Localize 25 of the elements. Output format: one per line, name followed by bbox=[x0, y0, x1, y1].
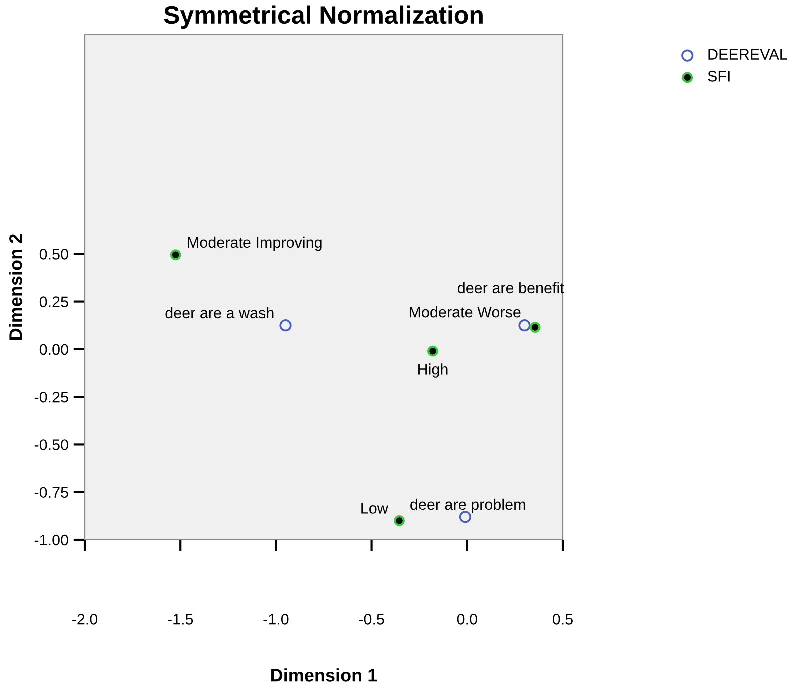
annotation: deer are problem bbox=[410, 498, 526, 514]
x-tick-label: 0.0 bbox=[457, 614, 478, 625]
y-tick-label: -0.50 bbox=[34, 440, 68, 450]
x-tick-label: -2.0 bbox=[72, 614, 98, 625]
y-tick-label: 0.50 bbox=[40, 249, 68, 260]
y-tick-label: -0.25 bbox=[34, 392, 68, 403]
annotation: Moderate Worse bbox=[410, 306, 521, 318]
y-tick-label: 0.00 bbox=[40, 344, 68, 356]
legend-label: DEEREVAL bbox=[708, 49, 788, 60]
y-tick-label: 0.25 bbox=[40, 296, 68, 308]
annotation: High bbox=[418, 364, 448, 378]
legend-label: SFI bbox=[708, 71, 730, 82]
x-tick-label: -1.5 bbox=[168, 614, 194, 625]
y-tick-label: -0.75 bbox=[34, 487, 68, 498]
x-axis-title: Dimension 1 bbox=[272, 668, 378, 682]
x-tick-label: -1.0 bbox=[264, 614, 289, 625]
x-tick-label: 0.5 bbox=[552, 614, 573, 625]
y-axis-title: Dimension 2 bbox=[9, 234, 22, 340]
annotation: Moderate Improving bbox=[188, 236, 322, 252]
y-tick-label: -1.00 bbox=[34, 534, 68, 546]
x-tick-label: -0.5 bbox=[359, 614, 384, 625]
annotation: Low bbox=[362, 503, 388, 514]
annotation: deer are a wash bbox=[166, 307, 274, 319]
annotation: deer are benefit bbox=[458, 282, 564, 294]
chart-title: Symmetrical Normalization bbox=[164, 6, 483, 30]
